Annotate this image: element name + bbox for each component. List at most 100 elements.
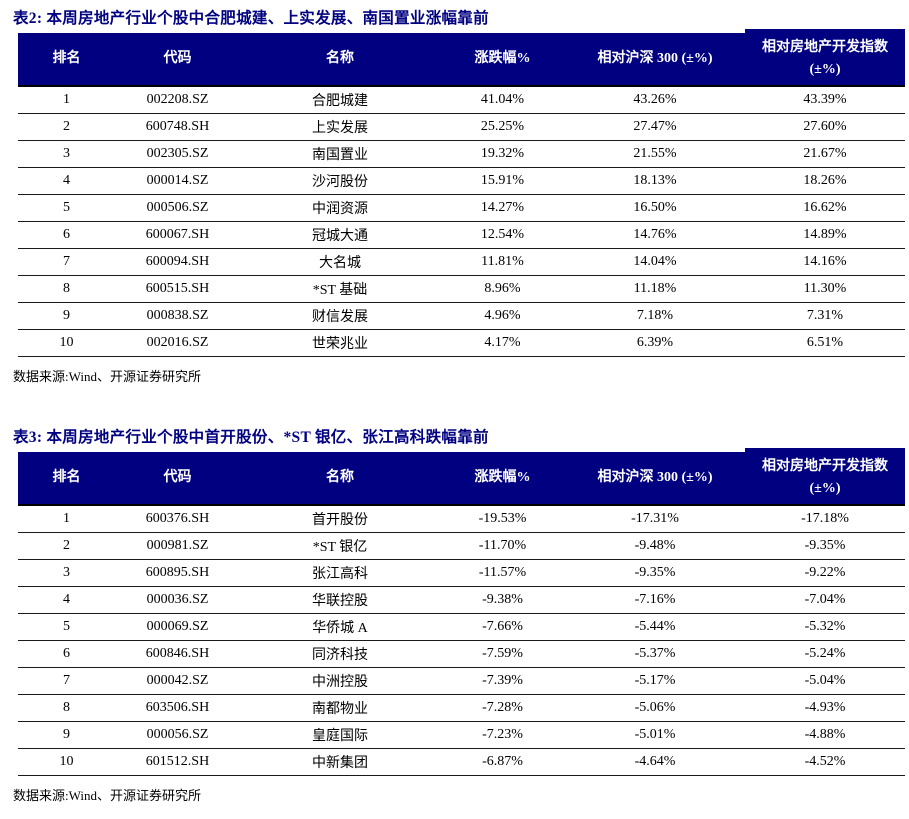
cell-rel-re-index: -7.04% — [804, 592, 846, 607]
cell-rel-re-index: 43.39% — [803, 92, 847, 107]
cell-code: 000014.SZ — [146, 173, 209, 188]
cell-rank: 9 — [63, 308, 70, 323]
cell-rel-re-index: 16.62% — [803, 200, 847, 215]
cell-rel-hs300: 18.13% — [633, 173, 677, 188]
table-row: 10 002016.SZ 世荣兆业 4.17% 6.39% 6.51% — [18, 330, 905, 357]
cell-code: 600515.SH — [145, 281, 210, 296]
cell-change: -7.23% — [482, 727, 523, 742]
cell-change: -7.59% — [482, 646, 523, 661]
table-row: 10 601512.SH 中新集团 -6.87% -4.64% -4.52% — [18, 749, 905, 776]
cell-rank: 4 — [63, 592, 70, 607]
cell-name: 大名城 — [319, 256, 361, 271]
cell-rank: 1 — [63, 92, 70, 107]
cell-name: *ST 基础 — [312, 283, 368, 298]
table-row: 5 000506.SZ 中润资源 14.27% 16.50% 16.62% — [18, 195, 905, 222]
cell-rel-hs300: 14.04% — [633, 254, 677, 269]
cell-change: 12.54% — [480, 227, 525, 242]
cell-rank: 9 — [63, 727, 70, 742]
cell-code: 600067.SH — [145, 227, 210, 242]
cell-change: -6.87% — [482, 754, 523, 769]
cell-rank: 5 — [63, 200, 70, 215]
cell-name: 冠城大通 — [312, 229, 368, 244]
cell-code: 600895.SH — [145, 565, 210, 580]
cell-rel-re-index: -4.88% — [804, 727, 846, 742]
cell-rank: 7 — [63, 673, 70, 688]
cell-name: 沙河股份 — [312, 175, 368, 190]
cell-change: 19.32% — [480, 146, 525, 161]
cell-name: 合肥城建 — [312, 94, 368, 109]
table-row: 8 600515.SH *ST 基础 8.96% 11.18% 11.30% — [18, 276, 905, 303]
cell-rank: 2 — [63, 538, 70, 553]
column-header-change: 涨跌幅% — [474, 51, 531, 67]
column-header-code: 代码 — [163, 51, 192, 67]
cell-change: -9.38% — [482, 592, 523, 607]
cell-name: 财信发展 — [312, 310, 368, 325]
cell-rel-hs300: 43.26% — [633, 92, 677, 107]
cell-code: 000056.SZ — [146, 727, 209, 742]
column-header-rel-re-index: 相对房地产开发指数 (±%) — [762, 40, 888, 77]
cell-code: 600376.SH — [145, 511, 210, 526]
cell-rel-re-index: -4.52% — [804, 754, 846, 769]
cell-rank: 6 — [63, 227, 70, 242]
cell-rel-hs300: -9.35% — [634, 565, 676, 580]
cell-name: 张江高科 — [312, 567, 368, 582]
cell-name: 华联控股 — [312, 594, 368, 609]
cell-name: 中润资源 — [312, 202, 368, 217]
table-row: 6 600846.SH 同济科技 -7.59% -5.37% -5.24% — [18, 641, 905, 668]
cell-rel-hs300: 27.47% — [633, 119, 677, 134]
table-row: 9 000838.SZ 财信发展 4.96% 7.18% 7.31% — [18, 303, 905, 330]
cell-rank: 3 — [63, 565, 70, 580]
cell-rank: 2 — [63, 119, 70, 134]
cell-change: 8.96% — [484, 281, 521, 296]
cell-rel-hs300: 6.39% — [636, 335, 674, 350]
losers-table: 排名 代码 名称 涨跌幅% 相对沪深 300 (±%) 相对房地产开发指数 (±%) 1 60… — [18, 448, 905, 776]
table-row: 8 603506.SH 南都物业 -7.28% -5.06% -4.93% — [18, 695, 905, 722]
cell-change: -19.53% — [478, 511, 527, 526]
cell-rank: 10 — [59, 754, 74, 769]
cell-rel-re-index: 27.60% — [803, 119, 847, 134]
losers-data-source: 数据来源:Wind、开源证券研究所 — [13, 788, 201, 803]
cell-change: 41.04% — [480, 92, 525, 107]
gainers-table-title: 表2: 本周房地产行业个股中合肥城建、上实发展、南国置业涨幅靠前 — [13, 10, 489, 27]
table-row: 5 000069.SZ 华侨城 A -7.66% -5.44% -5.32% — [18, 614, 905, 641]
gainers-table-section: 表2: 本周房地产行业个股中合肥城建、上实发展、南国置业涨幅靠前 排名 代码 名称 涨… — [0, 6, 909, 385]
cell-name: 世荣兆业 — [312, 337, 368, 352]
cell-rel-hs300: 21.55% — [633, 146, 677, 161]
losers-table-body: 1 600376.SH 首开股份 -19.53% -17.31% -17.18% 2 0009… — [18, 506, 905, 776]
table-row: 1 600376.SH 首开股份 -19.53% -17.31% -17.18% — [18, 506, 905, 533]
column-header-name: 名称 — [326, 51, 354, 67]
column-header-change: 涨跌幅% — [474, 470, 531, 486]
cell-name: 中新集团 — [312, 756, 368, 771]
cell-rel-re-index: -5.24% — [804, 646, 846, 661]
column-header-rank: 排名 — [52, 51, 81, 67]
table-row: 4 000036.SZ 华联控股 -9.38% -7.16% -7.04% — [18, 587, 905, 614]
cell-change: 11.81% — [481, 254, 524, 269]
column-header-rel-hs300: 相对沪深 300 (±%) — [597, 51, 713, 67]
cell-rel-hs300: -5.06% — [634, 700, 676, 715]
cell-code: 000069.SZ — [146, 619, 209, 634]
cell-name: 南都物业 — [312, 702, 368, 717]
cell-code: 000036.SZ — [146, 592, 209, 607]
cell-change: -7.66% — [482, 619, 523, 634]
cell-rank: 8 — [63, 700, 70, 715]
cell-rank: 3 — [63, 146, 70, 161]
cell-code: 603506.SH — [145, 700, 210, 715]
cell-rank: 10 — [59, 335, 74, 350]
cell-code: 600846.SH — [145, 646, 210, 661]
cell-rel-re-index: 14.89% — [803, 227, 847, 242]
cell-rank: 4 — [63, 173, 70, 188]
cell-rel-hs300: 14.76% — [633, 227, 677, 242]
column-header-code: 代码 — [163, 470, 192, 486]
cell-name: 华侨城 A — [312, 621, 368, 636]
cell-rel-hs300: -5.01% — [634, 727, 676, 742]
cell-code: 600094.SH — [145, 254, 210, 269]
cell-rel-re-index: 14.16% — [803, 254, 847, 269]
cell-code: 000838.SZ — [146, 308, 209, 323]
cell-rank: 6 — [63, 646, 70, 661]
column-header-name: 名称 — [326, 470, 354, 486]
table-row: 1 002208.SZ 合肥城建 41.04% 43.26% 43.39% — [18, 87, 905, 114]
cell-rel-hs300: -17.31% — [631, 511, 679, 526]
gainers-table: 排名 代码 名称 涨跌幅% 相对沪深 300 (±%) 相对房地产开发指数 (±%) 1 00… — [18, 29, 905, 357]
table-row: 4 000014.SZ 沙河股份 15.91% 18.13% 18.26% — [18, 168, 905, 195]
